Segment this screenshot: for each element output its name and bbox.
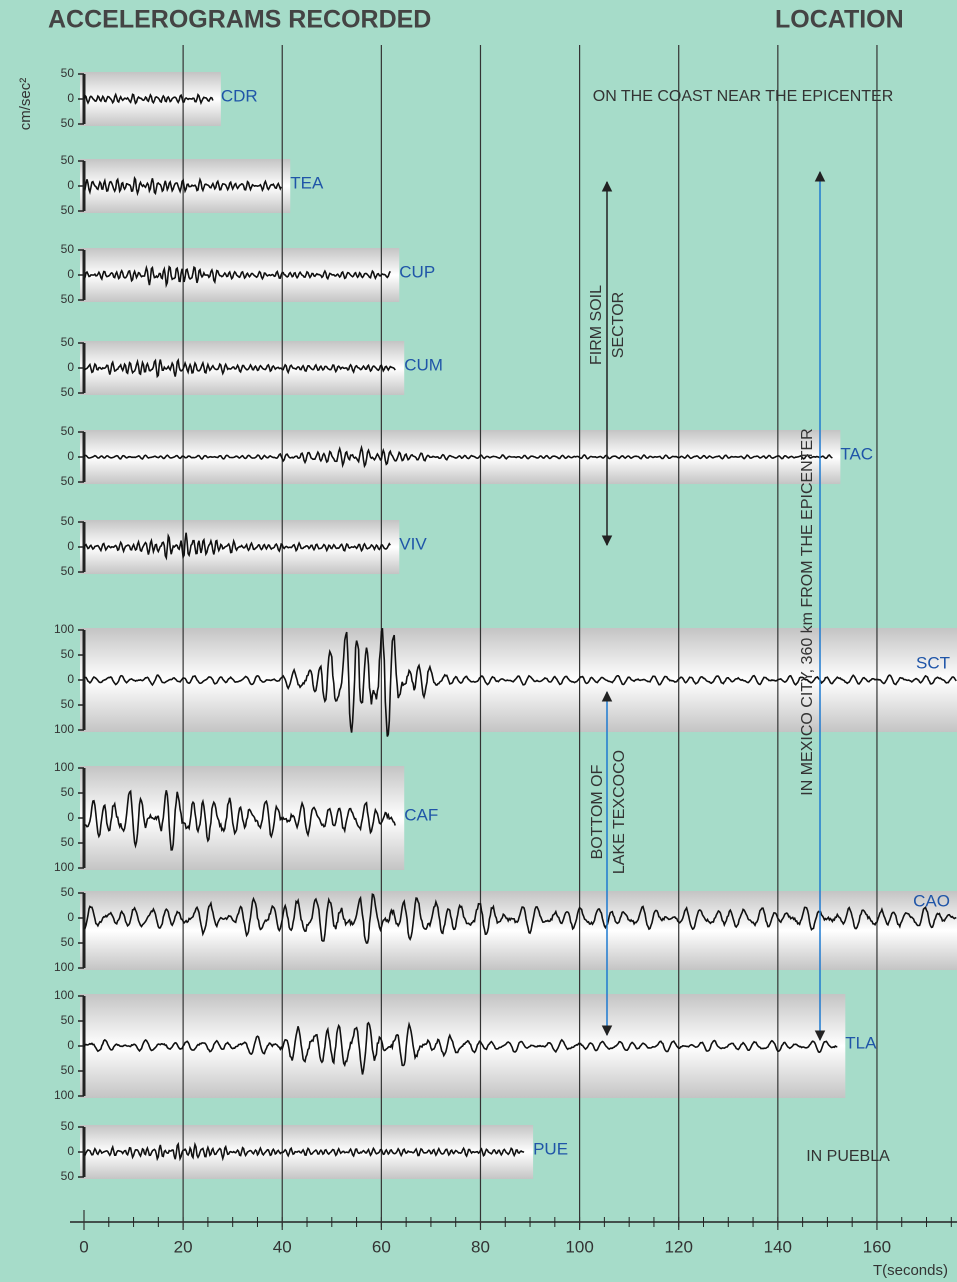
y-tick-label: 0 (67, 267, 74, 281)
y-tick-label: 100 (54, 760, 74, 774)
y-tick-label: 50 (61, 785, 75, 799)
waveform (83, 1141, 525, 1162)
y-tick-label: 0 (67, 539, 74, 553)
waveform (83, 789, 396, 851)
waveform (83, 92, 214, 106)
y-tick-label: 50 (61, 697, 75, 711)
station-label: CAO (913, 891, 950, 910)
x-tick-label: 160 (863, 1237, 891, 1256)
station-label: CUM (404, 355, 443, 374)
y-tick-label: 0 (67, 672, 74, 686)
x-tick-label: 80 (471, 1237, 490, 1256)
x-tick-label: 140 (764, 1237, 792, 1256)
station-label: TEA (290, 173, 324, 192)
y-tick-label: 0 (67, 1144, 74, 1158)
trace-band (80, 891, 957, 970)
station-label: TLA (845, 1033, 877, 1052)
y-tick-label: 50 (61, 242, 75, 256)
station-label: TAC (840, 444, 873, 463)
y-tick-label: 50 (61, 474, 75, 488)
annotation: ON THE COAST NEAR THE EPICENTER (593, 88, 894, 105)
waveform (83, 264, 391, 289)
annotation: LAKE TEXCOCO (611, 750, 628, 874)
y-tick-label: 50 (61, 1013, 75, 1027)
y-tick-label: 0 (67, 91, 74, 105)
y-tick-label: 100 (54, 960, 74, 974)
station-label: CDR (221, 86, 258, 105)
y-tick-label: 0 (67, 810, 74, 824)
waveform (83, 444, 833, 469)
station-label: SCT (916, 653, 950, 672)
y-tick-label: 50 (61, 1063, 75, 1077)
y-tick-label: 0 (67, 910, 74, 924)
annotation: IN MEXICO CITY, 360 km FROM THE EPICENTE… (799, 428, 816, 795)
y-tick-label: 50 (61, 203, 75, 217)
x-axis-label: T(seconds) (873, 1262, 948, 1279)
y-tick-label: 50 (61, 424, 75, 438)
station-label: CUP (399, 262, 435, 281)
waveform (84, 357, 396, 379)
annotation: SECTOR (610, 292, 627, 358)
y-tick-label: 0 (67, 360, 74, 374)
x-tick-label: 60 (372, 1237, 391, 1256)
y-tick-label: 50 (61, 885, 75, 899)
y-tick-label: 0 (67, 449, 74, 463)
y-tick-label: 100 (54, 722, 74, 736)
title: ACCELEROGRAMS RECORDED (48, 6, 431, 34)
y-tick-label: 100 (54, 622, 74, 636)
y-tick-label: 50 (61, 66, 75, 80)
waveform (83, 893, 957, 944)
waveform (83, 627, 957, 737)
y-tick-label: 50 (61, 835, 75, 849)
location-header: LOCATION (775, 6, 904, 34)
y-tick-label: 50 (61, 935, 75, 949)
y-tick-label: 50 (61, 1169, 75, 1183)
y-tick-label: 50 (61, 335, 75, 349)
x-tick-label: 0 (79, 1237, 88, 1256)
station-label: CAF (404, 805, 438, 824)
annotation: BOTTOM OF (589, 764, 606, 859)
y-tick-label: 50 (61, 153, 75, 167)
x-tick-label: 40 (273, 1237, 292, 1256)
y-tick-label: 50 (61, 116, 75, 130)
y-tick-label: 100 (54, 988, 74, 1002)
station-label: VIV (399, 534, 427, 553)
waveform (83, 1021, 838, 1075)
x-tick-label: 100 (565, 1237, 593, 1256)
y-tick-label: 50 (61, 1119, 75, 1133)
y-tick-label: 0 (67, 1038, 74, 1052)
y-tick-label: 50 (61, 292, 75, 306)
waveform (83, 532, 391, 561)
station-label: PUE (533, 1139, 568, 1158)
trace-band (80, 628, 957, 732)
y-unit: cm/sec² (17, 78, 34, 131)
y-tick-label: 100 (54, 860, 74, 874)
y-tick-label: 50 (61, 514, 75, 528)
y-tick-label: 0 (67, 178, 74, 192)
waveform (83, 175, 282, 197)
y-tick-label: 50 (61, 647, 75, 661)
y-tick-label: 100 (54, 1088, 74, 1102)
x-tick-label: 20 (174, 1237, 193, 1256)
y-tick-label: 50 (61, 564, 75, 578)
annotation: FIRM SOIL (588, 285, 605, 365)
x-tick-label: 120 (665, 1237, 693, 1256)
annotation: IN PUEBLA (806, 1148, 890, 1165)
y-tick-label: 50 (61, 385, 75, 399)
